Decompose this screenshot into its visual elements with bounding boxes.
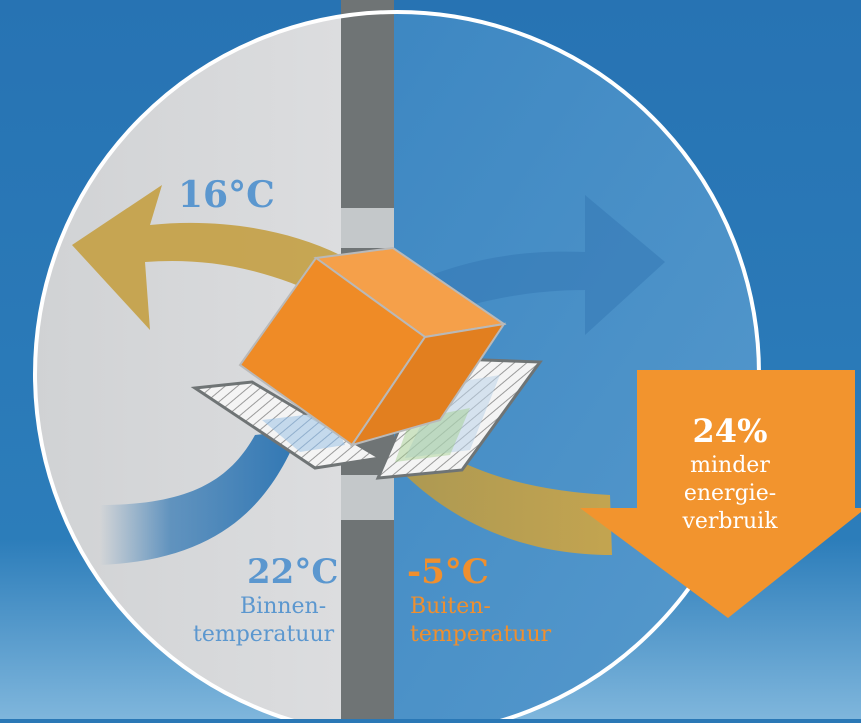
cold-intake-arrow [100, 430, 300, 565]
savings-arrow [580, 370, 861, 618]
wall-duct-bottom [341, 475, 394, 520]
outside-label-line2: temperatuur [410, 622, 552, 647]
savings-percentage: 24% [692, 412, 768, 450]
inside-label-line2: temperatuur [193, 622, 335, 647]
savings-line1: minder [690, 453, 770, 478]
inside-label-line1: Binnen- [240, 594, 327, 619]
outside-label-line1: Buiten- [410, 594, 491, 619]
warm-supply-arrow [72, 185, 340, 330]
right-filter-highlight [405, 375, 500, 458]
outside-temperature: -5°C [407, 552, 489, 592]
inside-temperature: 22°C [247, 552, 339, 592]
heat-exchanger-cube [238, 246, 507, 447]
wall-duct-top [341, 208, 394, 248]
savings-line2: energie- [683, 481, 777, 506]
savings-line3: verbruik [682, 509, 778, 534]
supply-temperature: 16°C [178, 174, 275, 216]
